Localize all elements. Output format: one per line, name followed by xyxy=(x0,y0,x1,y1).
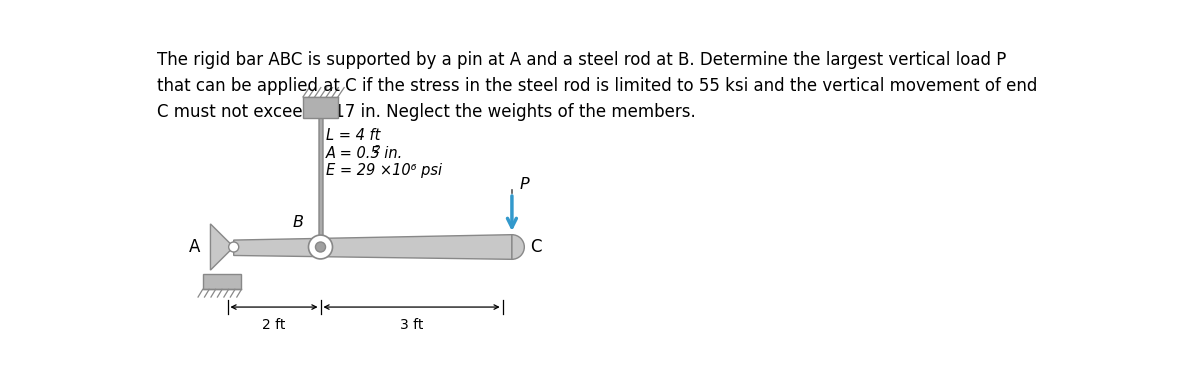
Text: The rigid bar ABC is supported by a pin at A and a steel rod at B. Determine the: The rigid bar ABC is supported by a pin … xyxy=(157,51,1038,121)
Text: E = 29 ×10⁶ psi: E = 29 ×10⁶ psi xyxy=(326,163,442,178)
Text: L = 4 ft: L = 4 ft xyxy=(326,128,380,143)
Circle shape xyxy=(229,242,239,252)
Wedge shape xyxy=(512,235,524,259)
Text: A: A xyxy=(190,238,200,256)
Polygon shape xyxy=(234,235,512,259)
Text: C: C xyxy=(529,238,541,256)
Circle shape xyxy=(316,242,325,252)
Bar xyxy=(203,274,241,289)
Circle shape xyxy=(308,235,332,259)
Text: B: B xyxy=(293,215,304,230)
Text: P: P xyxy=(520,177,529,191)
Polygon shape xyxy=(210,224,234,270)
Text: A = 0.5 in.: A = 0.5 in. xyxy=(326,145,403,161)
Text: 2 ft: 2 ft xyxy=(263,318,286,332)
Bar xyxy=(304,97,338,119)
Text: 2: 2 xyxy=(374,145,380,154)
Text: 3 ft: 3 ft xyxy=(400,318,424,332)
